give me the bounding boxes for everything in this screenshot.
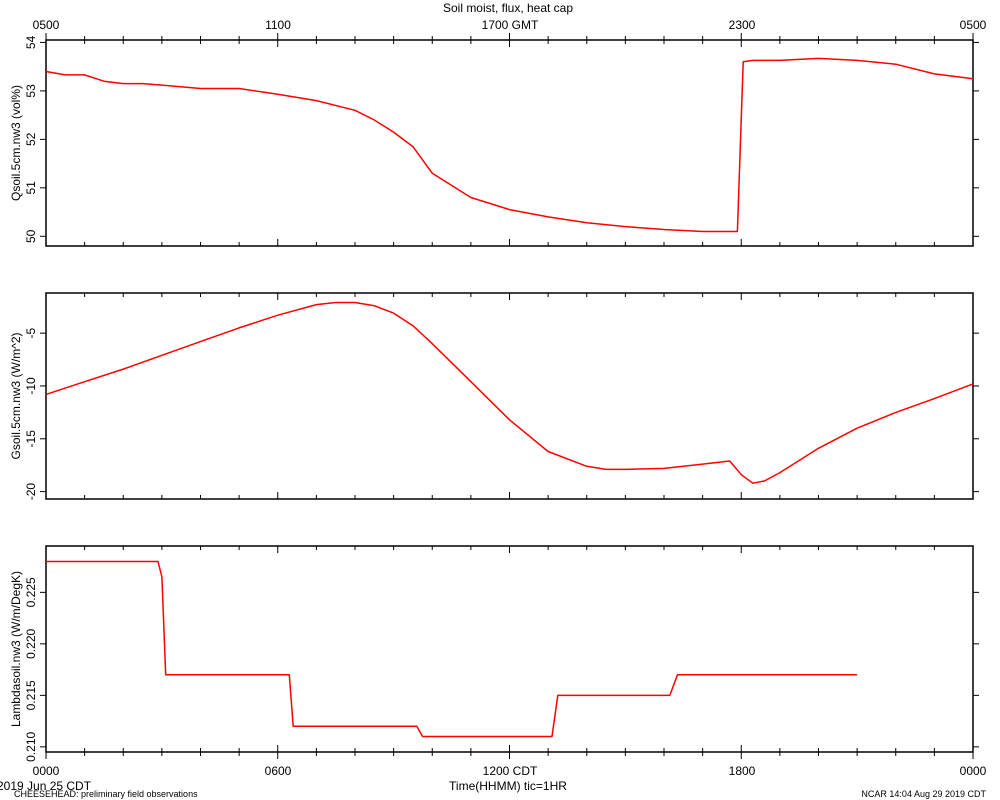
start-date-label: 2019 Jun 25 CDT bbox=[0, 779, 92, 793]
bottom-tick-label-4: 0000 bbox=[960, 764, 987, 778]
panel-2-series-line bbox=[46, 560, 858, 738]
panel-1-y-tick-label: -15 bbox=[24, 430, 38, 448]
panel-0-y-tick-label: 54 bbox=[24, 35, 38, 49]
panel-2-y-tick-label: 0.220 bbox=[24, 629, 38, 659]
chart-title: Soil moist, flux, heat cap bbox=[443, 1, 573, 15]
panel-2-y-tick-label: 0.210 bbox=[24, 732, 38, 762]
footer-right-note: NCAR 14:04 Aug 29 2019 CDT bbox=[861, 789, 986, 799]
top-tick-label-2: 1700 GMT bbox=[482, 18, 539, 32]
panel-0-y-tick-label: 50 bbox=[24, 229, 38, 243]
panel-0-y-tick-label: 52 bbox=[24, 132, 38, 146]
top-tick-label-3: 2300 bbox=[729, 18, 756, 32]
panel-0-series-line bbox=[45, 57, 974, 233]
top-tick-label-4: 0500 bbox=[960, 18, 987, 32]
panel-1-y-axis-label: Gsoil.5cm.nw3 (W/m^2) bbox=[9, 333, 23, 460]
footer-left-note: CHEESEHEAD: preliminary field observatio… bbox=[14, 789, 198, 799]
panel-1-y-tick-label: -20 bbox=[24, 483, 38, 501]
panel-2-y-axis-label: Lambdasoil.nw3 (W/m/DegK) bbox=[9, 571, 23, 727]
bottom-tick-label-3: 1800 bbox=[729, 764, 756, 778]
panel-1-y-tick-label: -10 bbox=[24, 377, 38, 395]
x-axis-label: Time(HHMM) tic=1HR bbox=[449, 779, 567, 793]
panel-0-y-axis-label: Qsoil.5cm.nw3 (vol%) bbox=[9, 85, 23, 201]
panel-2-y-tick-label: 0.225 bbox=[24, 577, 38, 607]
panel-1-frame bbox=[45, 292, 974, 500]
panel-1-y-tick-label: -5 bbox=[24, 327, 38, 338]
top-tick-label-0: 0500 bbox=[33, 18, 60, 32]
panel-2-frame bbox=[45, 545, 974, 753]
panel-1-series-line bbox=[45, 301, 974, 484]
bottom-tick-label-1: 0600 bbox=[265, 764, 292, 778]
panel-0-y-tick-label: 53 bbox=[24, 84, 38, 98]
panel-2-y-tick-label: 0.215 bbox=[24, 680, 38, 710]
bottom-tick-label-0: 0000 bbox=[33, 764, 60, 778]
bottom-tick-label-2: 1200 CDT bbox=[483, 764, 538, 778]
panel-0-frame bbox=[45, 39, 974, 247]
panel-0-y-tick-label: 51 bbox=[24, 181, 38, 195]
top-tick-label-1: 1100 bbox=[265, 18, 291, 32]
